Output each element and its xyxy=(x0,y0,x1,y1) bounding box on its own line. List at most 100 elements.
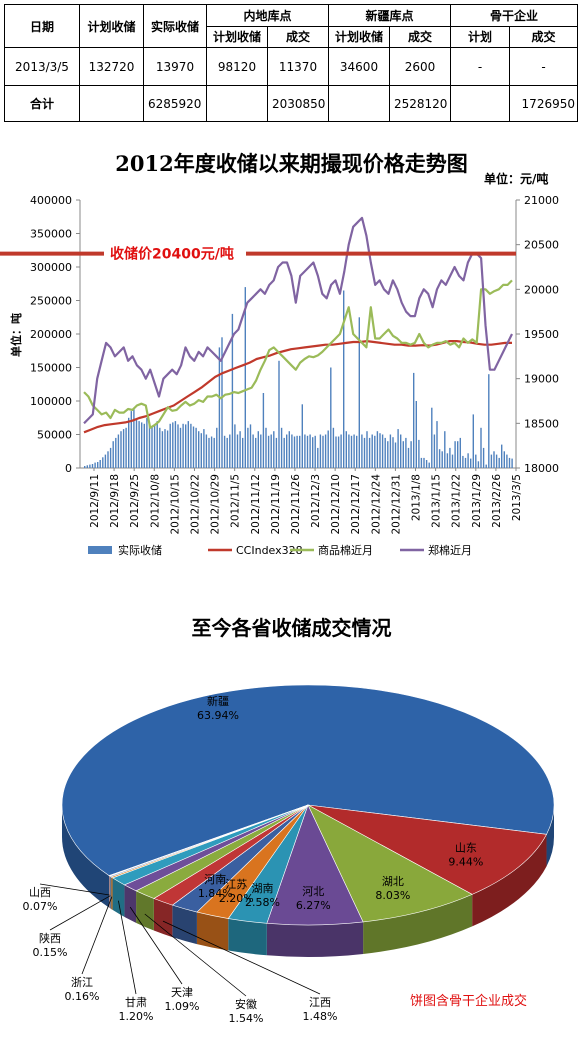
bar xyxy=(459,437,461,468)
bar xyxy=(304,434,306,468)
bar xyxy=(283,437,285,468)
bar xyxy=(462,455,464,468)
annotation-label: 收储价20400元/吨 xyxy=(110,246,234,263)
bar xyxy=(257,431,259,468)
sub-xj-planned: 计划收储 xyxy=(328,25,390,48)
bar xyxy=(457,441,459,468)
cell-total-label: 合计 xyxy=(4,85,80,122)
bar xyxy=(97,462,99,468)
bar xyxy=(392,437,394,468)
table-subheader-row: 计划收储 成交 计划收储 成交 计划 成交 xyxy=(5,25,578,48)
pie-pct: 1.84% xyxy=(198,887,233,900)
pie-side-江西 xyxy=(153,898,173,938)
bar xyxy=(84,466,86,468)
bar xyxy=(368,437,371,468)
bar xyxy=(242,437,244,468)
pie-pct: 0.07% xyxy=(23,900,58,913)
y2-tick-label: 20000 xyxy=(524,283,559,296)
bar xyxy=(397,429,399,468)
bar xyxy=(379,433,381,468)
bar xyxy=(418,439,420,468)
bar xyxy=(190,423,192,468)
pie-label: 安徽 xyxy=(235,997,257,1011)
cell-inland-planned: 98120 xyxy=(206,47,268,86)
sub-bb-deal: 成交 xyxy=(509,25,578,48)
pie-leader-line xyxy=(144,913,247,997)
bar xyxy=(309,434,311,468)
cell-total-bb-plan xyxy=(450,85,510,122)
bar xyxy=(195,427,197,468)
cell-bb-deal: - xyxy=(509,47,578,86)
x-tick-label: 2012/11/5 xyxy=(230,474,242,528)
bar xyxy=(156,421,158,468)
bar xyxy=(498,457,500,468)
bar xyxy=(407,447,410,468)
x-tick-label: 2013/1/22 xyxy=(451,474,463,528)
bar xyxy=(366,431,368,468)
bar xyxy=(449,447,451,468)
cell-total-actual: 6285920 xyxy=(143,85,207,122)
header-date: 日期 xyxy=(4,4,80,48)
bar xyxy=(371,434,373,468)
bar xyxy=(420,457,423,468)
bar xyxy=(423,457,425,468)
bar xyxy=(255,437,257,468)
bar xyxy=(102,457,104,468)
cell-xj-deal: 2600 xyxy=(389,47,451,86)
bar xyxy=(221,337,223,468)
bar xyxy=(327,430,329,468)
pie-side-山西 xyxy=(109,875,110,909)
bar xyxy=(438,449,441,468)
pie-label: 山东 xyxy=(455,842,477,855)
pie-note: 饼图含骨干企业成交 xyxy=(410,993,527,1009)
bar xyxy=(508,457,511,468)
legend-label: 实际收储 xyxy=(118,543,162,557)
y-tick-label: 300000 xyxy=(30,261,72,274)
bar xyxy=(322,435,324,468)
pie-label: 河北 xyxy=(302,885,324,898)
bar xyxy=(511,458,513,468)
bar xyxy=(470,458,472,468)
bar xyxy=(208,437,210,468)
bar xyxy=(273,431,275,468)
y2-tick-label: 18000 xyxy=(524,462,559,475)
x-tick-label: 2012/9/11 xyxy=(89,474,101,528)
bar xyxy=(86,465,88,468)
bar xyxy=(402,441,404,468)
sub-inland-planned: 计划收储 xyxy=(206,25,268,48)
y-tick-label: 150000 xyxy=(30,362,72,375)
bar xyxy=(288,431,290,468)
bar xyxy=(394,442,397,468)
bar xyxy=(239,431,241,468)
pie-pct: 2.20% xyxy=(219,892,254,905)
bar xyxy=(296,435,298,468)
bar xyxy=(472,414,474,468)
cell-total-planned xyxy=(79,85,144,122)
pie-slice xyxy=(61,684,555,876)
bar xyxy=(174,421,177,468)
x-tick-label: 2012/11/26 xyxy=(290,474,302,535)
pie-label: 山西 xyxy=(29,886,51,899)
bar xyxy=(312,437,314,468)
bar xyxy=(112,441,114,468)
pie-side-陕西 xyxy=(109,876,112,909)
bar xyxy=(229,434,231,468)
series-line xyxy=(83,279,513,429)
bar xyxy=(482,447,485,468)
bar xyxy=(249,424,252,468)
pie-leader-line xyxy=(118,900,137,995)
bar xyxy=(275,437,278,468)
x-tick-label: 2013/1/15 xyxy=(431,474,443,528)
x-tick-label: 2012/10/8 xyxy=(149,474,161,528)
bar xyxy=(234,424,236,468)
x-tick-label: 2013/1/8 xyxy=(411,474,423,521)
bar xyxy=(169,423,171,468)
bar xyxy=(361,434,363,468)
bar xyxy=(179,427,182,468)
bar xyxy=(490,454,493,468)
bar xyxy=(151,426,153,468)
bar xyxy=(415,401,417,468)
pie-label: 江西 xyxy=(309,996,331,1009)
y2-tick-label: 18500 xyxy=(524,417,559,430)
bar xyxy=(187,421,189,468)
